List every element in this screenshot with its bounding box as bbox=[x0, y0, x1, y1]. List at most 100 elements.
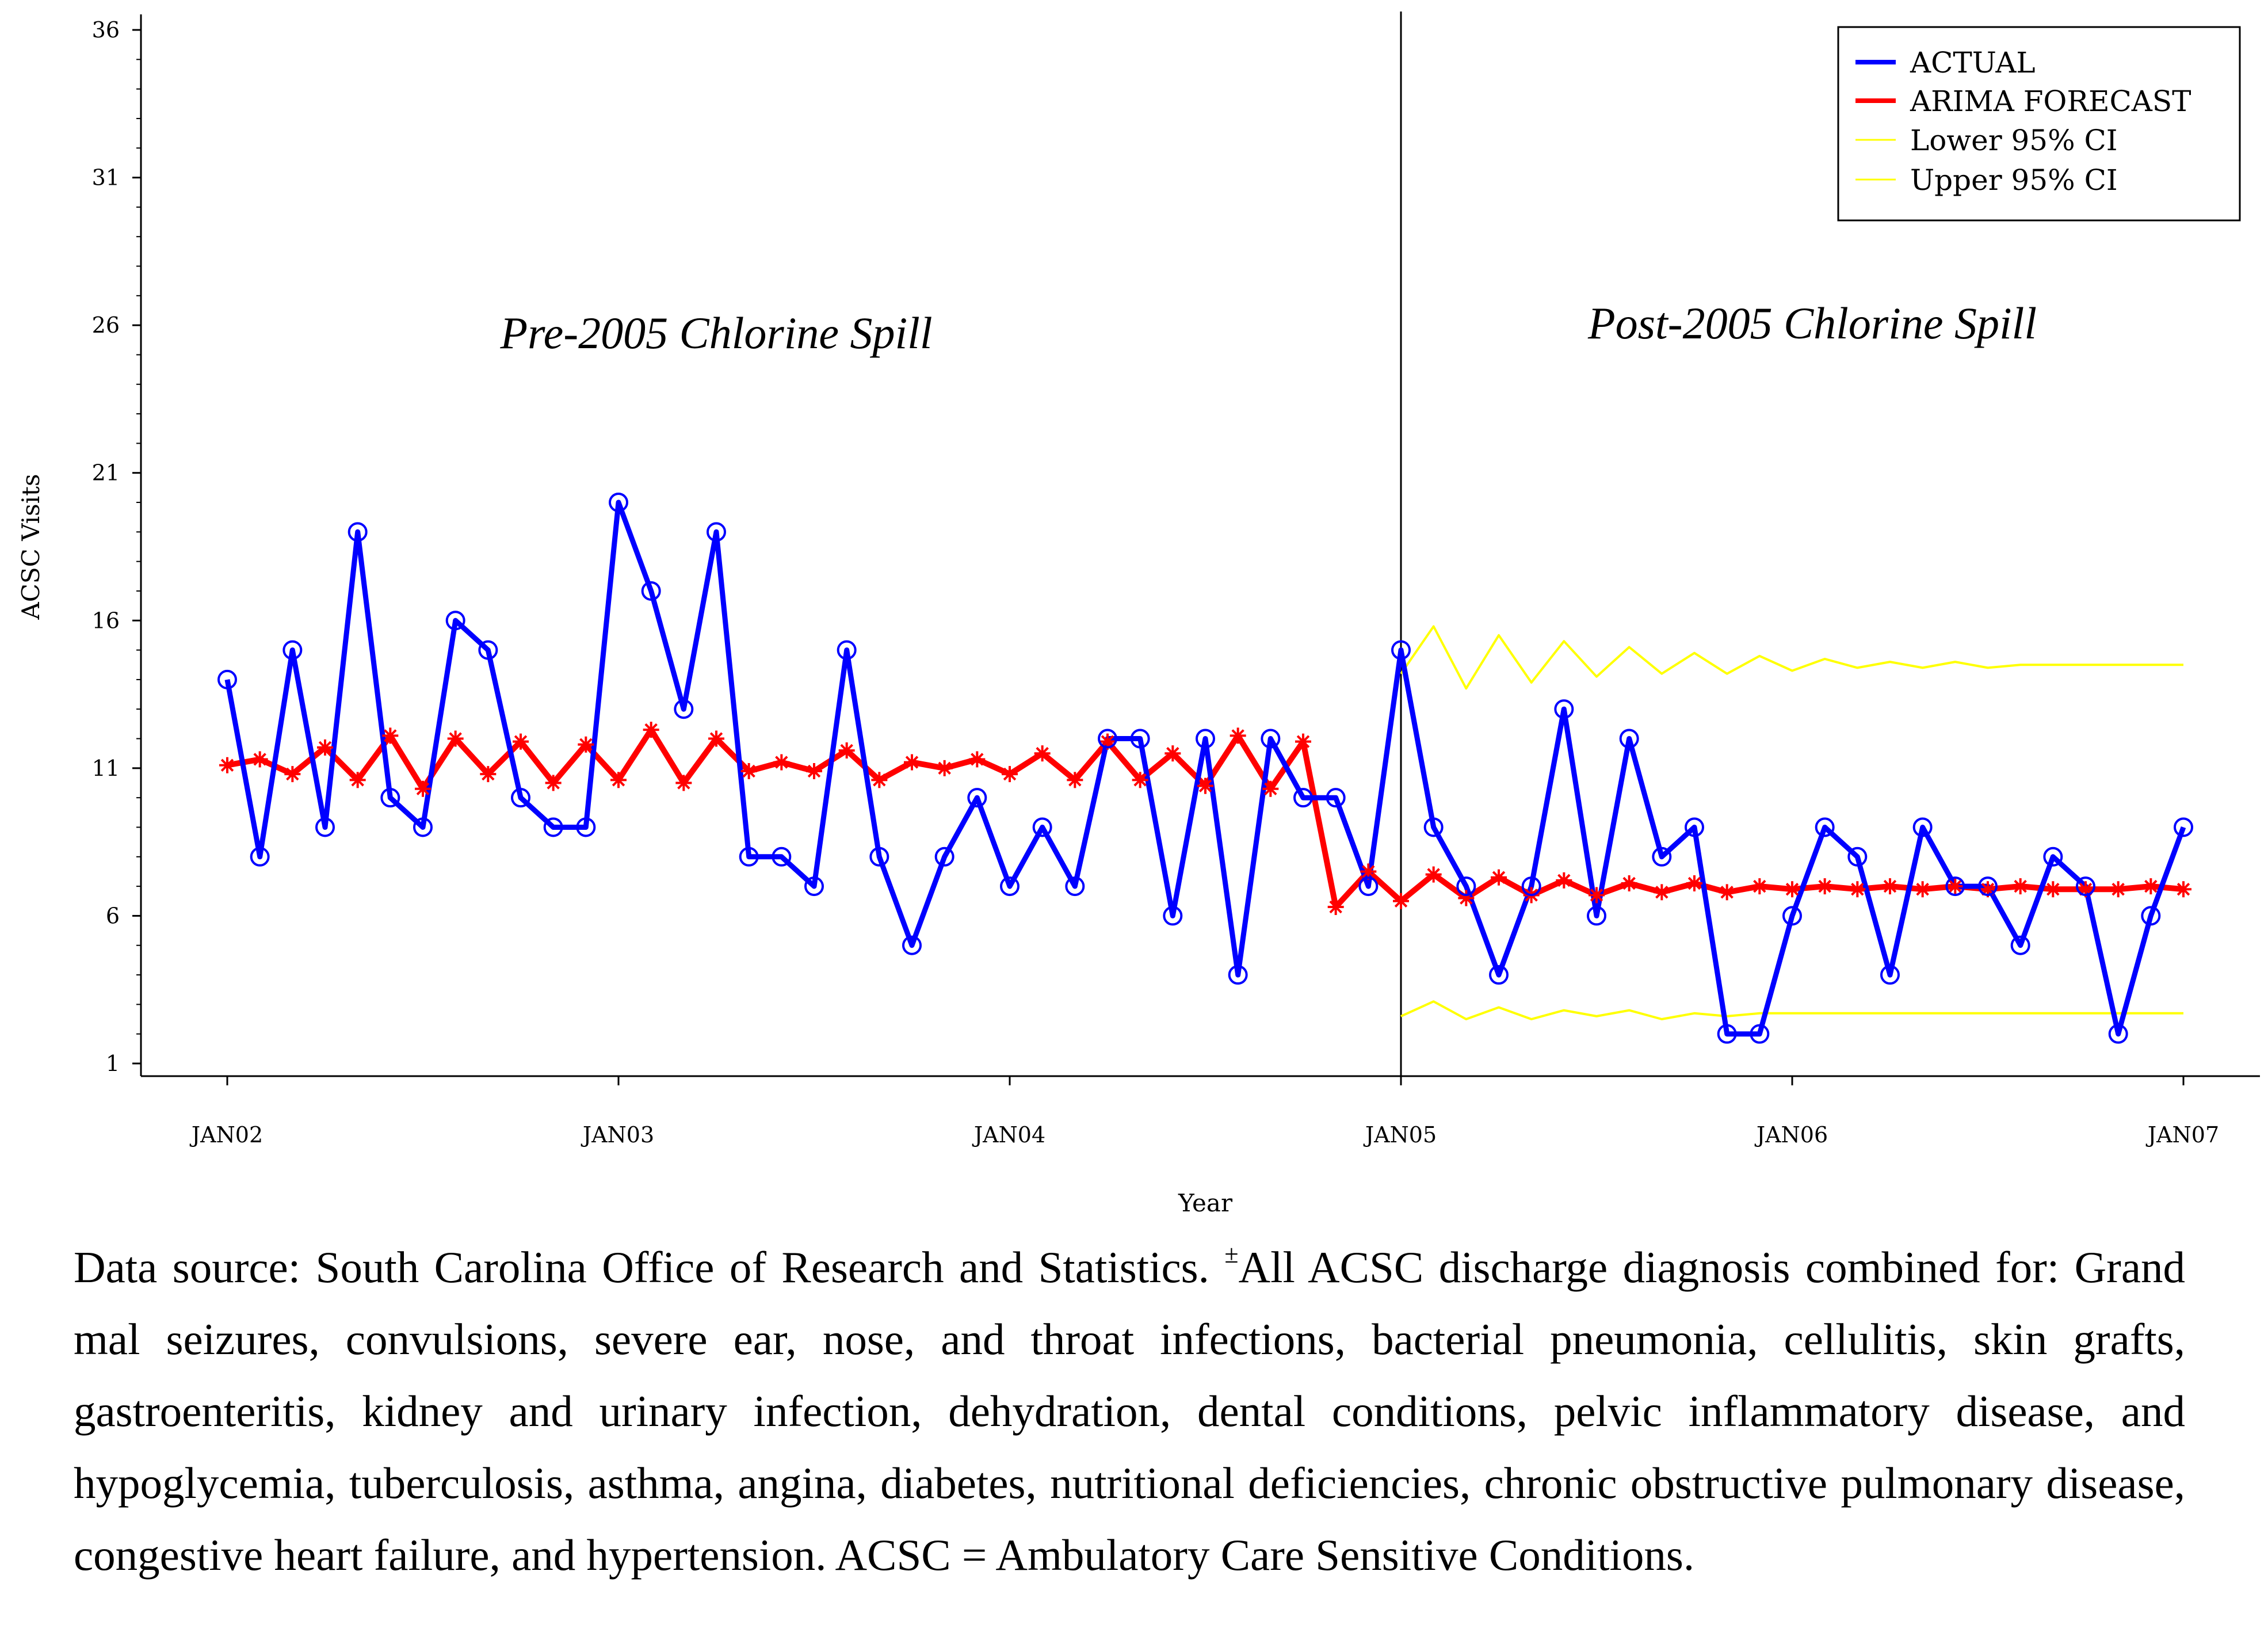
actual-point bbox=[641, 581, 661, 601]
series-line-upper-ci bbox=[1400, 625, 2183, 690]
y-tick-label: 36 bbox=[92, 17, 120, 43]
actual-point bbox=[250, 847, 270, 867]
actual-point bbox=[1326, 788, 1346, 808]
caption-superscript: ± bbox=[1224, 1240, 1239, 1268]
forecast-point bbox=[2045, 881, 2061, 898]
forecast-point bbox=[1849, 881, 1866, 898]
actual-point bbox=[1358, 876, 1379, 897]
actual-point bbox=[1912, 817, 1933, 837]
forecast-point bbox=[1947, 878, 1964, 895]
actual-point bbox=[413, 817, 433, 837]
forecast-point bbox=[545, 775, 562, 791]
forecast-point bbox=[675, 775, 692, 791]
forecast-point bbox=[1425, 866, 1442, 883]
legend-label-lower-ci: Lower 95% CI bbox=[1910, 124, 2118, 157]
forecast-point bbox=[1197, 777, 1213, 794]
actual-point bbox=[1587, 906, 1606, 926]
forecast-point bbox=[284, 766, 301, 783]
forecast-point bbox=[1621, 875, 1637, 891]
forecast-point bbox=[578, 736, 594, 753]
actual-point bbox=[1750, 1024, 1770, 1044]
actual-point bbox=[1945, 876, 1965, 897]
actual-point bbox=[1880, 965, 1900, 985]
actual-point bbox=[282, 640, 303, 660]
actual-point bbox=[1717, 1024, 1737, 1044]
actual-point bbox=[1554, 699, 1574, 719]
forecast-point bbox=[936, 760, 953, 776]
actual-point bbox=[543, 817, 563, 837]
y-tick-label: 21 bbox=[92, 460, 120, 486]
actual-point bbox=[1782, 906, 1802, 926]
actual-point bbox=[1391, 640, 1411, 660]
actual-point bbox=[445, 611, 465, 631]
actual-point bbox=[2108, 1024, 2128, 1044]
forecast-point bbox=[382, 727, 399, 744]
forecast-point bbox=[1589, 887, 1605, 903]
actual-point bbox=[609, 493, 628, 513]
legend-label-forecast: ARIMA FORECAST bbox=[1910, 85, 2191, 118]
forecast-point bbox=[610, 772, 627, 788]
actual-point bbox=[804, 876, 824, 897]
actual-point bbox=[1489, 965, 1509, 985]
actual-point bbox=[2174, 817, 2193, 837]
actual-point bbox=[1065, 876, 1085, 897]
forecast-point bbox=[1034, 745, 1051, 762]
forecast-point bbox=[447, 730, 464, 747]
actual-point bbox=[772, 847, 792, 867]
actual-point bbox=[478, 640, 498, 660]
actual-point bbox=[217, 669, 237, 689]
forecast-point bbox=[1816, 878, 1833, 895]
forecast-point bbox=[740, 762, 757, 779]
x-tick-label: JAN06 bbox=[1754, 1122, 1828, 1147]
forecast-point bbox=[708, 730, 724, 747]
forecast-point bbox=[1132, 772, 1148, 788]
actual-point bbox=[967, 788, 987, 808]
figure-caption: Data source: South Carolina Office of Re… bbox=[74, 1232, 2185, 1591]
actual-point bbox=[1098, 729, 1117, 749]
actual-point bbox=[576, 817, 596, 837]
forecast-point bbox=[871, 772, 888, 788]
forecast-point bbox=[1295, 733, 1311, 750]
forecast-point bbox=[1686, 875, 1702, 891]
legend-label-actual: ACTUAL bbox=[1910, 46, 2036, 79]
actual-point bbox=[2010, 935, 2030, 955]
actual-point bbox=[1423, 817, 1444, 837]
forecast-point bbox=[1751, 878, 1768, 895]
forecast-point bbox=[2012, 878, 2029, 895]
actual-point bbox=[1815, 817, 1835, 837]
forecast-point bbox=[2143, 878, 2159, 895]
caption-text-after: All ACSC discharge diagnosis combined fo… bbox=[74, 1242, 2185, 1580]
y-tick-label: 1 bbox=[106, 1051, 120, 1076]
forecast-point bbox=[415, 780, 431, 797]
forecast-point bbox=[1002, 766, 1018, 783]
legend-box bbox=[1837, 26, 2241, 222]
x-tick-label: JAN04 bbox=[972, 1122, 1045, 1147]
actual-point bbox=[1619, 729, 1639, 749]
y-tick-label: 26 bbox=[92, 312, 120, 338]
forecast-point bbox=[838, 742, 855, 759]
y-tick-label: 11 bbox=[92, 756, 120, 781]
actual-point bbox=[739, 847, 759, 867]
actual-point bbox=[1196, 729, 1215, 749]
forecast-point bbox=[1393, 893, 1409, 909]
actual-point bbox=[934, 847, 954, 867]
forecast-point bbox=[643, 722, 659, 738]
forecast-point bbox=[1230, 727, 1246, 744]
forecast-point bbox=[1719, 884, 1735, 901]
forecast-point bbox=[1262, 780, 1279, 797]
x-tick-label: JAN02 bbox=[189, 1122, 263, 1147]
actual-point bbox=[380, 788, 400, 808]
y-tick-label: 16 bbox=[92, 608, 120, 633]
forecast-point bbox=[1327, 899, 1344, 916]
actual-point bbox=[1228, 965, 1248, 985]
actual-point bbox=[2141, 906, 2161, 926]
actual-point bbox=[1293, 788, 1313, 808]
caption-text-before: Data source: South Carolina Office of Re… bbox=[74, 1242, 1225, 1292]
actual-point bbox=[1652, 847, 1672, 867]
actual-point bbox=[315, 817, 335, 837]
actual-point bbox=[1978, 876, 1998, 897]
actual-point bbox=[1456, 876, 1476, 897]
forecast-point bbox=[1784, 881, 1800, 898]
y-tick-label: 6 bbox=[106, 903, 120, 928]
